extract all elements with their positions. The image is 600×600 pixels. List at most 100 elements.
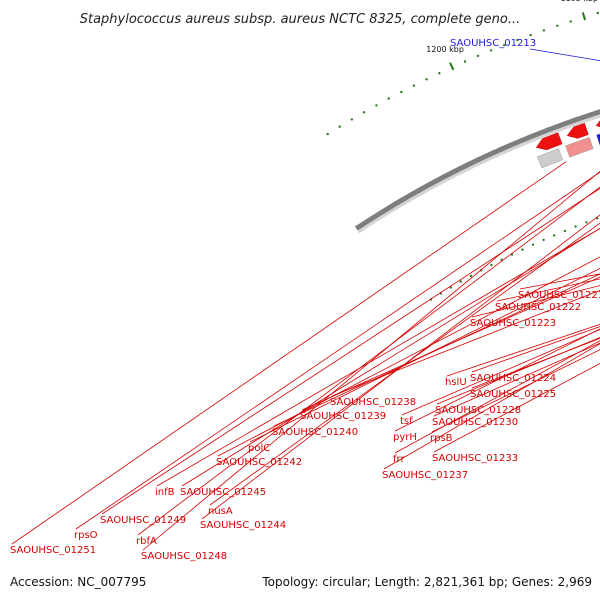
gene-arrow[interactable]	[535, 132, 563, 151]
tick-mark	[581, 12, 587, 21]
tick-dot	[553, 234, 556, 237]
gene-label[interactable]: pyrH	[393, 432, 417, 443]
label-leader-line	[471, 285, 600, 318]
gene-label[interactable]: SAOUHSC_01228	[435, 405, 521, 416]
label-leader-line	[249, 268, 600, 443]
label-leader-line	[331, 289, 600, 397]
highlight-gene-label[interactable]: SAOUHSC_01213	[450, 38, 536, 49]
label-leader-line	[11, 161, 567, 545]
gene-label[interactable]: rbfA	[136, 536, 157, 547]
gene-feature-box[interactable]	[565, 137, 594, 158]
gene-label[interactable]: SAOUHSC_01244	[200, 520, 286, 531]
accession-text: Accession: NC_007795	[10, 575, 146, 589]
tick-dot	[412, 84, 416, 87]
gene-label[interactable]: polC	[248, 443, 270, 454]
label-leader-line	[137, 186, 600, 536]
tick-dot	[521, 248, 524, 251]
gene-label[interactable]: SAOUHSC_01239	[300, 411, 386, 422]
tick-dot	[425, 78, 428, 81]
tick-dot	[516, 38, 519, 42]
tick-dot	[542, 29, 546, 32]
gene-arrow[interactable]	[595, 114, 600, 129]
label-leader-line	[433, 362, 600, 453]
tick-dot	[400, 90, 403, 94]
genome-backbone	[354, 109, 600, 234]
gene-label[interactable]: SAOUHSC_01223	[470, 318, 556, 329]
label-leader-line	[142, 170, 600, 551]
label-leader-line	[301, 276, 600, 411]
label-leader-line	[401, 329, 600, 416]
backbone-shadow	[357, 114, 600, 234]
backbone-line	[354, 109, 600, 231]
label-leader-line	[394, 328, 600, 432]
tick-dot	[459, 280, 462, 283]
gene-label[interactable]: SAOUHSC_01222	[495, 302, 581, 313]
tick-label: 1195 kbp	[560, 0, 598, 3]
gene-labels: SAOUHSC_01221SAOUHSC_01222SAOUHSC_01223h…	[10, 38, 600, 562]
tick-dot	[596, 11, 599, 15]
label-leader-line	[273, 273, 600, 427]
gene-label[interactable]: SAOUHSC_01233	[432, 453, 518, 464]
topology-text: Topology: circular; Length: 2,821,361 bp…	[261, 575, 592, 589]
gene-label[interactable]: SAOUHSC_01238	[330, 397, 416, 408]
label-leader-line	[181, 227, 600, 487]
tick-dot	[326, 132, 329, 136]
gene-label[interactable]: SAOUHSC_01230	[432, 417, 518, 428]
tick-dot	[489, 49, 493, 52]
gene-features	[535, 114, 600, 169]
gene-label[interactable]: SAOUHSC_01245	[180, 487, 266, 498]
gene-label[interactable]: SAOUHSC_01248	[141, 551, 227, 562]
label-leader-line	[209, 222, 600, 506]
label-leader-line	[519, 273, 600, 290]
tick-dot	[490, 263, 493, 267]
gene-label[interactable]: SAOUHSC_01249	[100, 515, 186, 526]
label-leader-line	[446, 323, 600, 377]
gene-label[interactable]: SAOUHSC_01242	[216, 457, 302, 468]
gene-arrow[interactable]	[566, 122, 589, 139]
label-leader-line	[75, 171, 600, 530]
tick-dot	[387, 97, 390, 100]
gene-feature-box[interactable]	[596, 130, 600, 147]
gene-label[interactable]: SAOUHSC_01251	[10, 545, 96, 556]
tick-mark	[449, 62, 455, 71]
tick-dot	[503, 43, 506, 47]
tick-dot	[585, 221, 588, 224]
tick-dot	[574, 225, 577, 228]
map-title: Staphylococcus aureus subsp. aureus NCTC…	[80, 12, 521, 27]
label-leader-line	[433, 342, 600, 417]
label-leader-line	[156, 228, 600, 487]
tick-label: 1200 kbp	[426, 45, 464, 54]
label-leader-line	[471, 326, 600, 373]
gene-label[interactable]: tsf	[400, 416, 413, 427]
tick-dot	[350, 118, 354, 121]
tick-dot	[476, 54, 480, 58]
label-leader-line	[436, 337, 600, 405]
tick-dot	[362, 111, 366, 114]
gene-label[interactable]: nusA	[208, 506, 233, 517]
tick-dot	[469, 274, 473, 278]
label-leader-line	[217, 256, 600, 457]
gene-label[interactable]: rpsO	[74, 530, 98, 541]
gene-label[interactable]: rpsB	[430, 433, 453, 444]
kbp-ticks: 1165 kbp1170 kbp1175 kbp1180 kbp1185 kbp…	[326, 0, 599, 301]
tick-dot	[449, 286, 452, 289]
tick-dot	[338, 125, 341, 128]
gene-label[interactable]: SAOUHSC_01237	[382, 470, 468, 481]
label-leader-line	[383, 343, 600, 470]
gene-label[interactable]: frr	[393, 454, 405, 465]
tick-dot	[463, 60, 467, 63]
tick-dot	[438, 72, 441, 75]
tick-dot	[569, 20, 572, 23]
tick-dot	[556, 24, 559, 27]
tick-dot	[542, 238, 545, 242]
gene-label[interactable]: SAOUHSC_01224	[470, 373, 556, 384]
gene-label[interactable]: hslU	[445, 377, 467, 388]
tick-dot	[563, 229, 567, 233]
label-leader-line	[101, 188, 600, 515]
gene-feature-box[interactable]	[537, 148, 563, 169]
label-leader-line	[394, 340, 600, 454]
tick-dot	[529, 33, 532, 37]
tick-dot	[375, 104, 378, 107]
gene-label[interactable]: infB	[155, 487, 175, 498]
